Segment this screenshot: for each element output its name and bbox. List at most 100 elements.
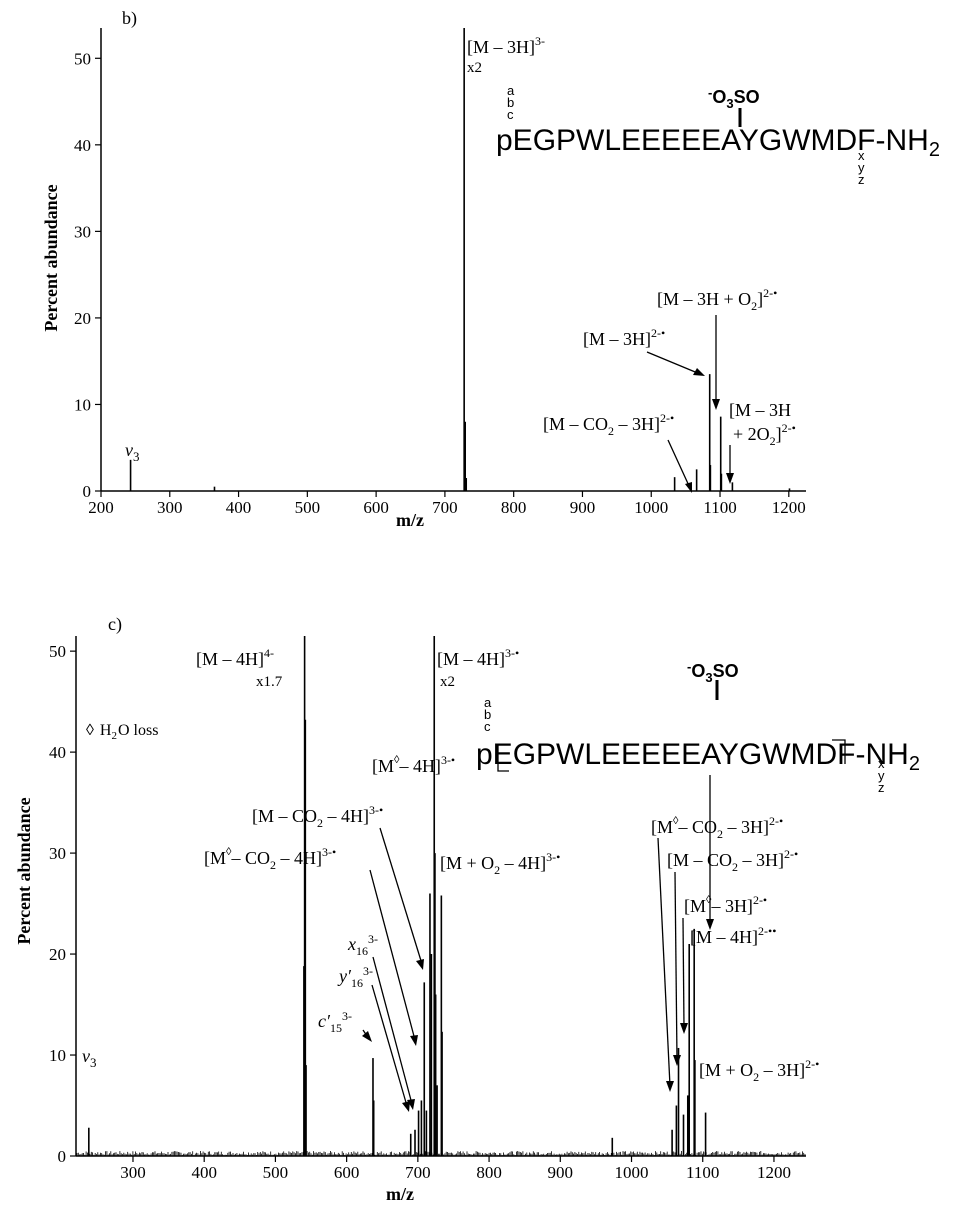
y-tick-label: 10	[49, 1046, 66, 1065]
x-tick-label: 700	[432, 498, 458, 517]
sequence-text: pEGPWLEEEEEAYGWMDF-NH2	[476, 738, 920, 775]
panel-b-arrows	[646, 315, 731, 489]
x-tick-label: 1100	[703, 498, 736, 517]
annot-b-m-co2-3h: [M – CO2 – 3H]2-•	[543, 411, 674, 438]
annot-b-m-3h-2: [M – 3H]2-•	[583, 326, 665, 349]
y-tick-label: 30	[49, 844, 66, 863]
ion-label-a: a	[507, 83, 515, 98]
x-tick-label: 300	[157, 498, 183, 517]
annot-b-x2: x2	[467, 60, 482, 76]
sequence-main: pEGPWLEEEEEAYGWMDF-NH	[476, 738, 909, 771]
ion-label-x: x	[858, 148, 865, 163]
y-tick-label: 20	[74, 309, 91, 328]
x-tick-label: 1100	[686, 1163, 719, 1182]
panel-c-peaks	[76, 636, 806, 1156]
diamond-symbol: ◊	[86, 722, 94, 739]
cleavage-bracket-left	[497, 745, 509, 772]
panel-b: b) 0 10 20 30 40 50 200 300 400 500 600 700 800 900 10…	[41, 8, 940, 530]
x-tick-label: 1000	[615, 1163, 649, 1182]
annot-c-c15: c′153-	[318, 1009, 352, 1035]
annot-c-mdiam-3h: [M◊– 3H]2-•	[684, 893, 767, 916]
y-tick-label: 40	[74, 136, 91, 155]
panel-b-peptide-sequence: a b c pEGPWLEEEEEAYGWMDF-NH2 -O3SO x y z	[496, 83, 940, 187]
annot-b-v3: v3	[125, 440, 140, 464]
sequence-text: pEGPWLEEEEEAYGWMDF-NH2	[496, 124, 940, 161]
y-tick-label: 40	[49, 743, 66, 762]
ion-label-x: x	[878, 756, 885, 771]
annot-b-m-3h-3: [M – 3H]3-	[467, 34, 545, 57]
panel-b-x-axis-title: m/z	[396, 510, 424, 530]
y-tick-label: 30	[74, 222, 91, 241]
panel-b-arrowheads	[685, 368, 734, 493]
x-tick-label: 1200	[757, 1163, 791, 1182]
ion-label-y: y	[878, 768, 885, 783]
sequence-subscript: 2	[929, 139, 940, 161]
annot-c-m-co2-3h: [M – CO2 – 3H]2-•	[667, 847, 798, 874]
sequence-main: pEGPWLEEEEEAYGWMDF-NH	[496, 124, 929, 157]
annot-c-mdiam-co2-4h: [M◊– CO2 – 4H]3-•	[204, 845, 336, 872]
annot-c-x2: x2	[440, 674, 455, 690]
x-tick-label: 900	[548, 1163, 574, 1182]
ion-label-b: b	[484, 707, 491, 722]
annot-c-y16: y′163-	[337, 964, 373, 990]
y-tick-label: 0	[58, 1147, 67, 1166]
y-tick-label: 20	[49, 945, 66, 964]
x-tick-label: 800	[501, 498, 527, 517]
ion-label-z: z	[858, 172, 865, 187]
y-tick-label: 10	[74, 395, 91, 414]
panel-label-b: b)	[122, 8, 137, 29]
x-tick-label: 1000	[634, 498, 668, 517]
panel-c: c) 0 10 20 30 40 50 300 400 500 600 700 800 900 1000 1…	[14, 614, 920, 1204]
arrow-c-co2-3h	[674, 871, 678, 1061]
ion-label-z: z	[878, 780, 885, 795]
sequence-subscript: 2	[909, 753, 920, 775]
annot-c-x1-7: x1.7	[256, 674, 283, 690]
panel-c-arrows	[362, 775, 711, 1107]
arrow-b-2	[646, 351, 701, 375]
x-tick-label: 500	[295, 498, 321, 517]
x-tick-label: 600	[363, 498, 389, 517]
panel-b-axes: 0 10 20 30 40 50 200 300 400 500 600 700 800 900 1000 1…	[74, 28, 806, 517]
sulfate-group: -O3SO	[687, 659, 739, 685]
annot-c-m-4h-3: [M – 4H]3-•	[437, 646, 519, 669]
y-tick-label: 0	[83, 482, 92, 501]
baseline-noise	[76, 1151, 806, 1156]
annot-c-mdiam-4h: [M◊– 4H]3-•	[372, 753, 455, 776]
sulfate-group: -O3SO	[708, 85, 760, 111]
annot-c-m-4h-2: [M – 4H]2-••	[690, 924, 776, 947]
x-tick-label: 800	[476, 1163, 502, 1182]
arrow-c-x16	[372, 956, 413, 1105]
annot-c-m-o2-4h: [M + O2 – 4H]3-•	[440, 850, 560, 877]
x-tick-label: 600	[334, 1163, 360, 1182]
y-tick-label: 50	[74, 49, 91, 68]
panel-label-c: c)	[108, 614, 122, 635]
annot-c-m-4h-4: [M – 4H]4-	[196, 646, 274, 669]
ion-label-y: y	[858, 160, 865, 175]
annot-c-x16: x163-	[347, 932, 378, 958]
x-tick-label: 400	[226, 498, 252, 517]
arrow-c-mdiam-co2-3h	[657, 837, 671, 1087]
ion-label-b: b	[507, 95, 514, 110]
arrow-c-y16	[371, 984, 408, 1107]
annot-c-m-co2-4h: [M – CO2 – 4H]3-•	[252, 803, 383, 830]
panel-c-axes: 0 10 20 30 40 50 300 400 500 600 700 800 900 1000 1100…	[49, 636, 806, 1182]
x-tick-label: 300	[120, 1163, 146, 1182]
y-tick-label: 50	[49, 642, 66, 661]
annot-b-m-3h-o2: [M – 3H + O2]2-•	[657, 286, 777, 313]
annot-c-m-o2-3h: [M + O2 – 3H]2-•	[699, 1057, 819, 1084]
annot-c-mdiam-co2-3h: [M◊– CO2 – 3H]2-•	[651, 814, 783, 841]
ion-label-c: c	[484, 719, 491, 734]
panel-c-arrowheads	[362, 919, 714, 1112]
x-tick-label: 900	[570, 498, 596, 517]
cleavage-bracket-right	[832, 739, 846, 764]
panel-c-y-axis-title: Percent abundance	[14, 797, 34, 944]
ion-label-c: c	[507, 107, 514, 122]
x-tick-label: 500	[263, 1163, 289, 1182]
sulfate-charge: -	[708, 85, 712, 100]
panel-c-peptide-sequence: a b c pEGPWLEEEEEAYGWMDF-NH2 -O3SO x y z	[476, 659, 920, 795]
x-tick-label: 400	[191, 1163, 217, 1182]
x-tick-label: 700	[405, 1163, 431, 1182]
sulfate-charge: -	[687, 659, 691, 674]
x-tick-label: 200	[88, 498, 114, 517]
